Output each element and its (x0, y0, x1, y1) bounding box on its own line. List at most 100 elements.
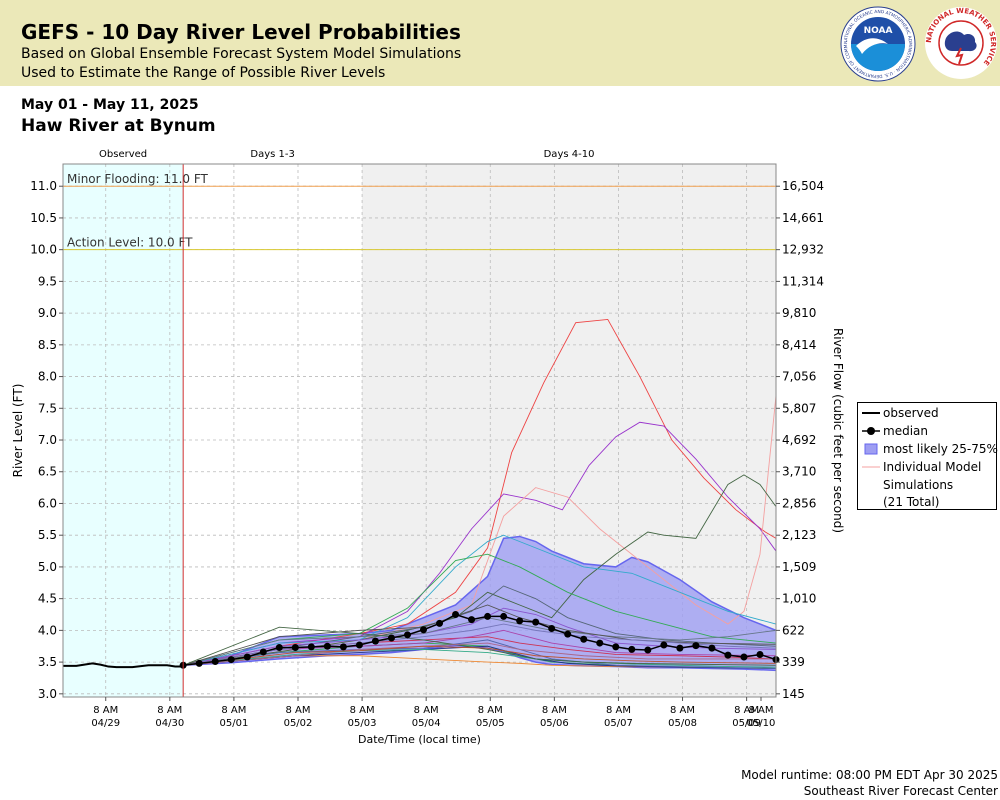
simulation-line-icon (862, 466, 880, 468)
median-point (243, 653, 251, 661)
x-tick-time-label: 8 AM (221, 705, 246, 716)
subtitle-line-2: Used to Estimate the Range of Possible R… (21, 65, 386, 81)
band-upper-edge (183, 535, 777, 667)
band-swatch-icon (864, 443, 878, 455)
median-point (259, 648, 267, 656)
y-right-tick-label: 16,504 (782, 179, 824, 193)
median-marker-icon (862, 427, 880, 435)
median-point (500, 612, 508, 620)
legend-label-median: median (883, 424, 928, 438)
median-point (403, 631, 411, 639)
threshold-label: Minor Flooding: 11.0 FT (67, 172, 209, 186)
y-tick-label: 9.0 (38, 306, 57, 320)
observed-period-background (63, 164, 184, 697)
noaa-logo-icon: NOAA NATIONAL OCEANIC AND ATMOSPHERIC AD… (840, 6, 916, 82)
median-point (227, 656, 235, 664)
page-title: GEFS - 10 Day River Level Probabilities (21, 20, 461, 44)
y-tick-label: 5.0 (38, 560, 57, 574)
y-tick-label: 10.0 (30, 243, 57, 257)
median-point (387, 634, 395, 642)
y-axis-title: River Level (FT) (11, 384, 25, 478)
y-right-tick-label: 2,856 (782, 496, 816, 510)
y-tick-label: 6.5 (38, 465, 57, 479)
median-point (740, 653, 748, 661)
y-right-tick-label: 339 (782, 655, 805, 669)
legend-label-simulations-1: Individual Model (883, 460, 982, 474)
simulation-line (183, 623, 777, 666)
simulation-line (183, 585, 777, 666)
y-tick-label: 7.0 (38, 433, 57, 447)
median-point (195, 659, 203, 667)
median-point (371, 637, 379, 645)
observed-line (63, 662, 184, 669)
median-point (516, 617, 524, 625)
median-point (548, 624, 556, 632)
simulation-line (183, 639, 777, 669)
median-point (307, 643, 315, 651)
y-tick-label: 6.0 (38, 496, 57, 510)
y-right-tick-label: 145 (782, 687, 805, 701)
simulation-line (183, 553, 777, 666)
x-tick-time-label: 8 AM (93, 705, 118, 716)
x-tick-date-label: 05/05 (476, 718, 505, 729)
legend-label-simulations-3: (21 Total) (883, 495, 940, 509)
median-point (756, 650, 764, 658)
median-point (628, 645, 636, 653)
subtitle-line-1: Based on Global Ensemble Forecast System… (21, 46, 462, 62)
median-point (564, 630, 572, 638)
y-right-tick-label: 7,056 (782, 370, 816, 384)
x-tick-time-label: 8 AM (285, 705, 310, 716)
x-tick-time-label: 8 AM (670, 705, 695, 716)
period-label: Observed (99, 149, 147, 160)
y-right-tick-label: 1,509 (782, 560, 816, 574)
median-point (580, 635, 588, 643)
median-point (692, 642, 700, 650)
x-tick-time-label: 8 AM (542, 705, 567, 716)
period-label: Days 1-3 (250, 149, 294, 160)
x-tick-date-label: 05/02 (284, 718, 313, 729)
simulation-line (183, 626, 777, 666)
y-right-tick-label: 9,810 (782, 306, 816, 320)
legend-label-simulations-2: Simulations (883, 478, 954, 492)
x-tick-date-label: 05/10 (747, 718, 776, 729)
x-tick-time-label: 8 AM (350, 705, 375, 716)
y-right-tick-label: 2,123 (782, 528, 816, 542)
median-point (532, 618, 540, 626)
threshold-label: Action Level: 10.0 FT (67, 236, 193, 250)
simulation-line (183, 645, 777, 666)
y-tick-label: 4.0 (38, 623, 57, 637)
legend-label-observed: observed (883, 406, 939, 420)
simulation-line (183, 421, 777, 666)
x-tick-date-label: 05/07 (604, 718, 633, 729)
header-banner: GEFS - 10 Day River Level Probabilities … (0, 0, 1000, 86)
x-tick-date-label: 05/01 (219, 718, 248, 729)
median-point (355, 641, 363, 649)
simulation-line (183, 642, 776, 666)
forecast-center: Southeast River Forecast Center (803, 784, 998, 798)
y-tick-label: 5.5 (38, 528, 57, 542)
x-tick-time-label: 8 AM (734, 705, 759, 716)
y-right-axis-title: River Flow (cubic feet per second) (831, 328, 845, 533)
y-right-tick-label: 1,010 (782, 592, 816, 606)
y-right-tick-label: 11,314 (782, 274, 824, 288)
median-point (596, 639, 604, 647)
date-range: May 01 - May 11, 2025 (21, 97, 199, 113)
y-right-tick-label: 622 (782, 623, 805, 637)
y-tick-label: 4.5 (38, 592, 57, 606)
simulation-line (183, 645, 777, 669)
y-tick-label: 8.0 (38, 370, 57, 384)
median-point (676, 644, 684, 652)
median-point (291, 644, 299, 652)
y-right-tick-label: 4,692 (782, 433, 816, 447)
x-tick-date-label: 05/06 (540, 718, 569, 729)
x-tick-time-label: 8 AM (157, 705, 182, 716)
x-tick-date-label: 04/29 (91, 718, 120, 729)
observed-layer (63, 662, 184, 669)
chart-legend: observed median most likely 25-75% Indiv… (857, 402, 998, 510)
x-tick-time-label: 8 AM (748, 705, 773, 716)
x-axis-title: Date/Time (local time) (358, 733, 481, 746)
median-layer (179, 611, 780, 669)
median-point (323, 642, 331, 650)
x-tick-date-label: 04/30 (155, 718, 184, 729)
